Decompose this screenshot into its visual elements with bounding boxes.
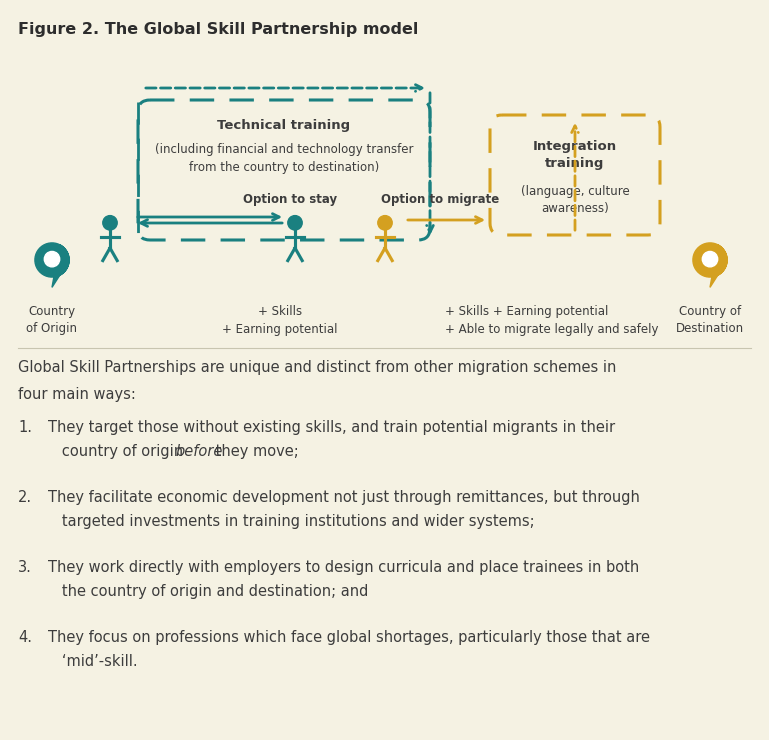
Text: Figure 2. The Global Skill Partnership model: Figure 2. The Global Skill Partnership m… (18, 22, 418, 37)
Text: + Skills + Earning potential
+ Able to migrate legally and safely: + Skills + Earning potential + Able to m… (445, 305, 658, 336)
Circle shape (103, 215, 117, 230)
Text: 2.: 2. (18, 490, 32, 505)
Text: 4.: 4. (18, 630, 32, 645)
Text: Technical training: Technical training (218, 118, 351, 132)
Text: They facilitate economic development not just through remittances, but through: They facilitate economic development not… (48, 490, 640, 505)
Text: Country of
Destination: Country of Destination (676, 305, 744, 335)
Text: country of origin: country of origin (48, 444, 188, 459)
Circle shape (702, 252, 717, 267)
Text: targeted investments in training institutions and wider systems;: targeted investments in training institu… (48, 514, 534, 529)
Text: Option to migrate: Option to migrate (381, 193, 499, 206)
Text: the country of origin and destination; and: the country of origin and destination; a… (48, 584, 368, 599)
Polygon shape (35, 243, 69, 287)
Circle shape (378, 215, 392, 230)
Text: Option to stay: Option to stay (243, 193, 337, 206)
Text: Integration
training: Integration training (533, 140, 617, 170)
Text: they move;: they move; (211, 444, 299, 459)
Text: They target those without existing skills, and train potential migrants in their: They target those without existing skill… (48, 420, 615, 435)
Text: ‘mid’-skill.: ‘mid’-skill. (48, 654, 138, 669)
Circle shape (45, 252, 60, 267)
Text: (including financial and technology transfer
from the country to destination): (including financial and technology tran… (155, 143, 413, 173)
Text: They focus on professions which face global shortages, particularly those that a: They focus on professions which face glo… (48, 630, 650, 645)
Text: before: before (175, 444, 222, 459)
Text: 1.: 1. (18, 420, 32, 435)
Text: 3.: 3. (18, 560, 32, 575)
Text: Global Skill Partnerships are unique and distinct from other migration schemes i: Global Skill Partnerships are unique and… (18, 360, 617, 375)
Text: (language, culture
awareness): (language, culture awareness) (521, 185, 629, 215)
Text: four main ways:: four main ways: (18, 387, 136, 402)
Text: Country
of Origin: Country of Origin (26, 305, 78, 335)
Text: + Skills
+ Earning potential: + Skills + Earning potential (222, 305, 338, 336)
Text: They work directly with employers to design curricula and place trainees in both: They work directly with employers to des… (48, 560, 639, 575)
Polygon shape (693, 243, 727, 287)
Circle shape (288, 215, 302, 230)
